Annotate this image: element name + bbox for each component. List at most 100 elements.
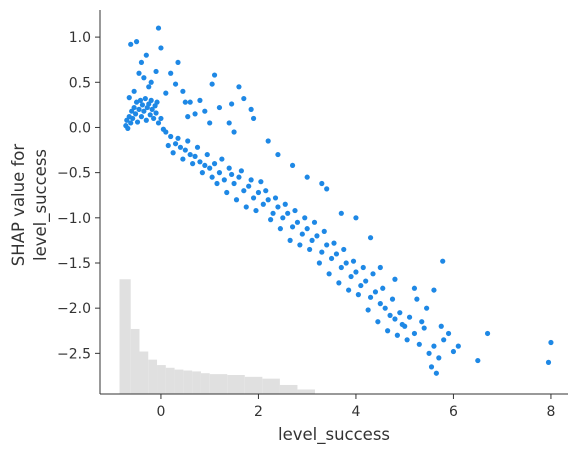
data-point <box>311 219 318 225</box>
x-tick-label: 6 <box>449 404 458 420</box>
data-point <box>285 210 291 216</box>
data-point <box>431 287 437 293</box>
feature-histogram <box>119 279 315 394</box>
data-point <box>272 195 279 201</box>
data-point <box>172 141 179 147</box>
data-point <box>158 115 164 122</box>
y-tick-label: −0.5 <box>57 166 91 182</box>
data-point <box>211 72 218 78</box>
data-point <box>143 52 149 58</box>
data-point <box>134 119 141 125</box>
data-point <box>338 210 344 216</box>
data-point <box>229 171 235 178</box>
data-point <box>163 129 169 135</box>
histogram-bar <box>183 370 193 394</box>
data-point <box>319 180 325 187</box>
data-point <box>321 228 327 234</box>
data-point <box>333 251 340 257</box>
data-point <box>275 204 281 210</box>
data-point <box>265 138 271 144</box>
data-point <box>163 90 169 96</box>
data-point <box>155 120 162 126</box>
data-point <box>375 319 381 325</box>
data-point <box>153 68 159 75</box>
data-point <box>372 289 379 295</box>
histogram-bar <box>209 374 228 394</box>
data-point <box>226 120 232 126</box>
data-point <box>424 305 430 311</box>
data-point <box>292 207 298 214</box>
data-point <box>268 217 274 223</box>
data-point <box>180 156 186 162</box>
x-tick-label: 4 <box>351 404 360 420</box>
data-point <box>414 296 420 302</box>
data-point <box>440 258 446 264</box>
data-point <box>209 174 215 180</box>
data-point <box>214 180 220 187</box>
data-point <box>182 147 188 153</box>
data-point <box>416 341 422 347</box>
data-point <box>426 350 432 356</box>
data-point <box>326 271 332 277</box>
data-point <box>211 161 218 167</box>
data-point <box>346 287 352 293</box>
data-point <box>155 25 162 31</box>
data-point <box>314 233 320 239</box>
data-point <box>241 188 247 194</box>
data-point <box>297 242 303 248</box>
data-point <box>231 180 237 187</box>
data-point <box>154 99 160 105</box>
y-tick-label: −2.5 <box>57 346 91 362</box>
data-point <box>316 260 322 266</box>
data-point <box>545 359 552 365</box>
x-tick-label: 8 <box>546 404 555 420</box>
data-point <box>204 151 210 158</box>
data-point <box>548 339 554 346</box>
data-point <box>411 330 418 337</box>
data-point <box>231 129 237 135</box>
data-point <box>136 106 142 112</box>
data-point <box>445 330 452 337</box>
data-point <box>331 240 337 246</box>
data-point <box>202 162 208 169</box>
data-point <box>399 321 405 328</box>
y-tick-label: 0.5 <box>69 75 91 91</box>
data-point <box>192 111 198 117</box>
data-point <box>397 310 403 316</box>
histogram-bar <box>262 378 280 394</box>
data-point <box>158 45 164 51</box>
histogram-bar <box>192 371 201 394</box>
data-point <box>137 97 144 103</box>
data-point <box>180 88 186 94</box>
data-point <box>246 183 252 189</box>
data-point <box>185 114 191 120</box>
data-point <box>132 111 139 117</box>
data-point <box>387 312 393 318</box>
y-axis-ticks: 1.0 0.5 0.0 −0.5 −1.0 −1.5 −2.0 −2.5 <box>57 30 100 362</box>
data-point <box>165 142 171 149</box>
data-point <box>341 246 347 253</box>
data-point <box>307 246 313 253</box>
data-point <box>138 59 145 66</box>
data-point <box>168 70 174 76</box>
data-point <box>238 168 244 174</box>
data-point <box>221 177 227 183</box>
data-point <box>289 162 296 169</box>
data-point <box>377 301 383 307</box>
data-point <box>182 99 188 105</box>
histogram-bar <box>165 367 175 394</box>
x-axis-title: level_success <box>278 425 390 445</box>
data-point <box>172 81 179 87</box>
data-point <box>197 97 203 103</box>
data-point <box>209 81 215 87</box>
data-point <box>263 188 269 194</box>
data-point <box>394 332 400 338</box>
y-tick-label: 0.0 <box>69 120 91 136</box>
data-point <box>175 135 181 141</box>
data-point <box>282 201 288 207</box>
data-point <box>207 120 213 126</box>
data-point <box>207 165 213 171</box>
histogram-bar <box>200 373 210 394</box>
data-point <box>130 115 136 122</box>
